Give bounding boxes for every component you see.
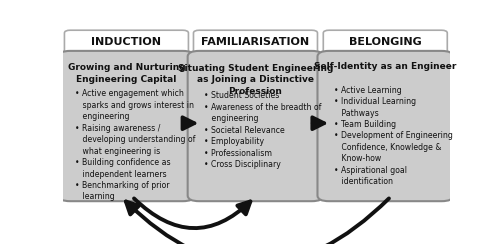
Text: BELONGING: BELONGING xyxy=(349,37,422,47)
Text: • Active engagement which
   sparks and grows interest in
   engineering
• Raisi: • Active engagement which sparks and gro… xyxy=(75,89,196,202)
Text: Situating Student Engineering
as Joining a Distinctive
Profession: Situating Student Engineering as Joining… xyxy=(178,64,333,96)
FancyBboxPatch shape xyxy=(324,30,448,55)
FancyBboxPatch shape xyxy=(188,51,324,201)
Text: Growing and Nurturing
Engineering Capital: Growing and Nurturing Engineering Capita… xyxy=(68,63,185,83)
Text: Self-Identity as an Engineer: Self-Identity as an Engineer xyxy=(314,62,456,71)
Text: INDUCTION: INDUCTION xyxy=(92,37,162,47)
FancyBboxPatch shape xyxy=(194,30,318,55)
FancyBboxPatch shape xyxy=(318,51,453,201)
Text: FAMILIARISATION: FAMILIARISATION xyxy=(202,37,310,47)
FancyBboxPatch shape xyxy=(64,30,188,55)
Text: • Active Learning
• Individual Learning
   Pathways
• Team Building
• Developmen: • Active Learning • Individual Learning … xyxy=(334,86,452,186)
Text: • Student Societies
• Awareness of the breadth of
   engineering
• Societal Rele: • Student Societies • Awareness of the b… xyxy=(204,91,322,169)
FancyBboxPatch shape xyxy=(58,51,194,201)
